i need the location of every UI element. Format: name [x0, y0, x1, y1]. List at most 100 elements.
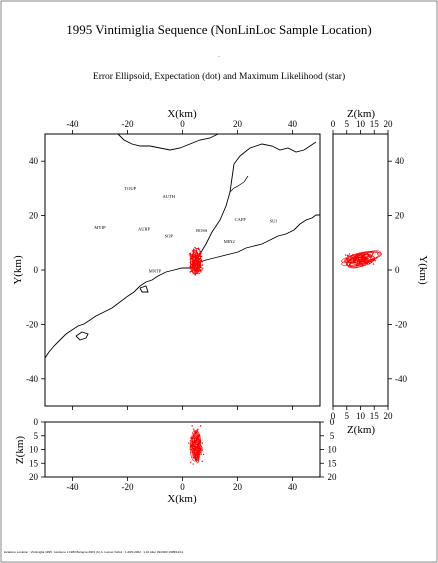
map-ticks: -40 -20 0 20 40 -40 -20 0 20 40: [26, 119, 298, 410]
zy-ytick-label: 20: [395, 211, 405, 221]
river-line: [229, 175, 249, 193]
zy-event-point: [374, 259, 376, 262]
border-line-north: [117, 133, 219, 151]
map-event-point: [196, 258, 198, 261]
map-event-point: [202, 267, 204, 269]
station-label-auth: AUTH: [163, 194, 176, 199]
xz-event-point: [188, 442, 190, 444]
map-ytick-label: 0: [34, 265, 39, 275]
zy-event-point: [352, 259, 354, 262]
zy-event-point: [357, 262, 359, 264]
xz-event-point: [201, 442, 203, 444]
zy-xlabel-top: Z(km): [347, 108, 375, 120]
xz-ztick-label-left: 0: [34, 417, 39, 427]
xz-event-point: [200, 453, 202, 455]
zy-event-point: [346, 254, 349, 257]
xz-xtick-label: 40: [288, 482, 298, 492]
map-event-point: [201, 264, 204, 266]
zy-event-point: [372, 263, 375, 265]
station-label-myip: MYIP: [94, 225, 106, 230]
xz-event-point: [200, 450, 202, 452]
zy-event-point: [348, 253, 351, 255]
map-event-point: [201, 269, 203, 271]
zy-event-point: [356, 260, 359, 262]
station-label-sop: SOP: [165, 233, 174, 238]
xz-ztick-label-right: 20: [328, 472, 338, 482]
xz-xtick-label: 0: [180, 482, 185, 492]
map-event-point: [200, 271, 202, 273]
zy-event-point: [345, 254, 347, 256]
station-label-min2: MIN2: [224, 239, 235, 244]
xz-ztick-label-left: 15: [29, 458, 39, 468]
map-event-point: [195, 262, 198, 264]
zy-ylabel: Y(km): [417, 255, 429, 285]
map-xtick-label: -40: [67, 119, 79, 129]
xz-ztick-label-left: 5: [34, 431, 39, 441]
xz-event-point: [199, 425, 202, 427]
title-dot: .: [218, 53, 220, 59]
zy-xtick-label-top: 5: [345, 119, 350, 129]
xz-event-point: [201, 448, 203, 451]
zy-xtick-label-bottom: 20: [384, 411, 394, 421]
map-panel: TOUP AUTH MYIP AURP SOP ROSS CAFF MIN2 SUI MNTP -…: [12, 108, 321, 410]
coastline-cape: [75, 331, 89, 341]
zy-ytick-label: 0: [395, 265, 400, 275]
xz-event-point: [196, 441, 198, 443]
zy-ytick-label: 40: [395, 156, 405, 166]
station-label-aurp: AURP: [138, 227, 151, 232]
zy-xtick-label-top: 20: [384, 119, 394, 129]
zy-xtick-label-top: 15: [370, 119, 380, 129]
xz-event-point: [202, 453, 205, 456]
xz-xtick-label: -40: [67, 482, 79, 492]
station-label-ross: ROSS: [196, 228, 208, 233]
chart-subtitle: Error Ellipsoid, Expectation (dot) and M…: [93, 71, 345, 82]
station-label-toup: TOUP: [124, 186, 136, 191]
map-error-ellipse: [190, 252, 199, 275]
zy-event-point: [357, 258, 360, 260]
map-ytick-label: -40: [26, 374, 38, 384]
map-event-point: [188, 253, 191, 255]
zy-error-ellipse: [344, 251, 382, 263]
xz-event-point: [190, 437, 192, 439]
xz-event-point: [193, 428, 195, 430]
xz-event-point: [197, 428, 199, 431]
zy-xtick-label-top: 10: [356, 119, 366, 129]
xz-xtick-label: 20: [233, 482, 243, 492]
map-ytick-label: -20: [26, 319, 38, 329]
coastline-islet: [139, 285, 149, 293]
xz-event-point: [200, 452, 202, 454]
map-event-point: [194, 264, 196, 266]
xz-ticks: -40 -20 0 20 40 0 0 5 5 10 10 15 15 20 20: [29, 417, 337, 492]
map-event-point: [197, 255, 200, 257]
event-cloud-xz: [188, 425, 205, 465]
chart-title: 1995 Vintimiglia Sequence (NonLinLoc Sam…: [66, 22, 372, 37]
xz-ztick-label-right: 10: [328, 445, 338, 455]
zy-event-point: [354, 259, 356, 261]
coastline: [44, 133, 320, 359]
zy-xtick-label-bottom: 0: [331, 411, 336, 421]
xz-ztick-label-right: 5: [330, 431, 335, 441]
zy-event-point: [361, 258, 364, 261]
xz-event-point: [189, 461, 192, 464]
xz-ylabel: Z(km): [14, 436, 26, 464]
zy-event-point: [376, 253, 379, 255]
xz-error-ellipse: [190, 430, 199, 458]
map-ytick-label: 20: [29, 211, 39, 221]
map-event-point: [198, 252, 201, 254]
map-ytick-label: 40: [29, 156, 39, 166]
zy-xtick-label-top: 0: [331, 119, 336, 129]
map-event-point: [194, 255, 197, 257]
xz-error-ellipse: [192, 430, 202, 458]
map-xtick-label: 0: [180, 119, 185, 129]
station-label-mntp: MNTP: [149, 269, 162, 274]
xz-ztick-label-right: 15: [328, 458, 338, 468]
zy-xtick-label-bottom: 15: [370, 411, 380, 421]
zy-event-point: [348, 258, 350, 260]
zy-ytick-label: -40: [395, 374, 407, 384]
xz-event-point: [201, 460, 203, 463]
map-xlabel: X(km): [167, 108, 197, 120]
xz-event-point: [191, 425, 193, 427]
